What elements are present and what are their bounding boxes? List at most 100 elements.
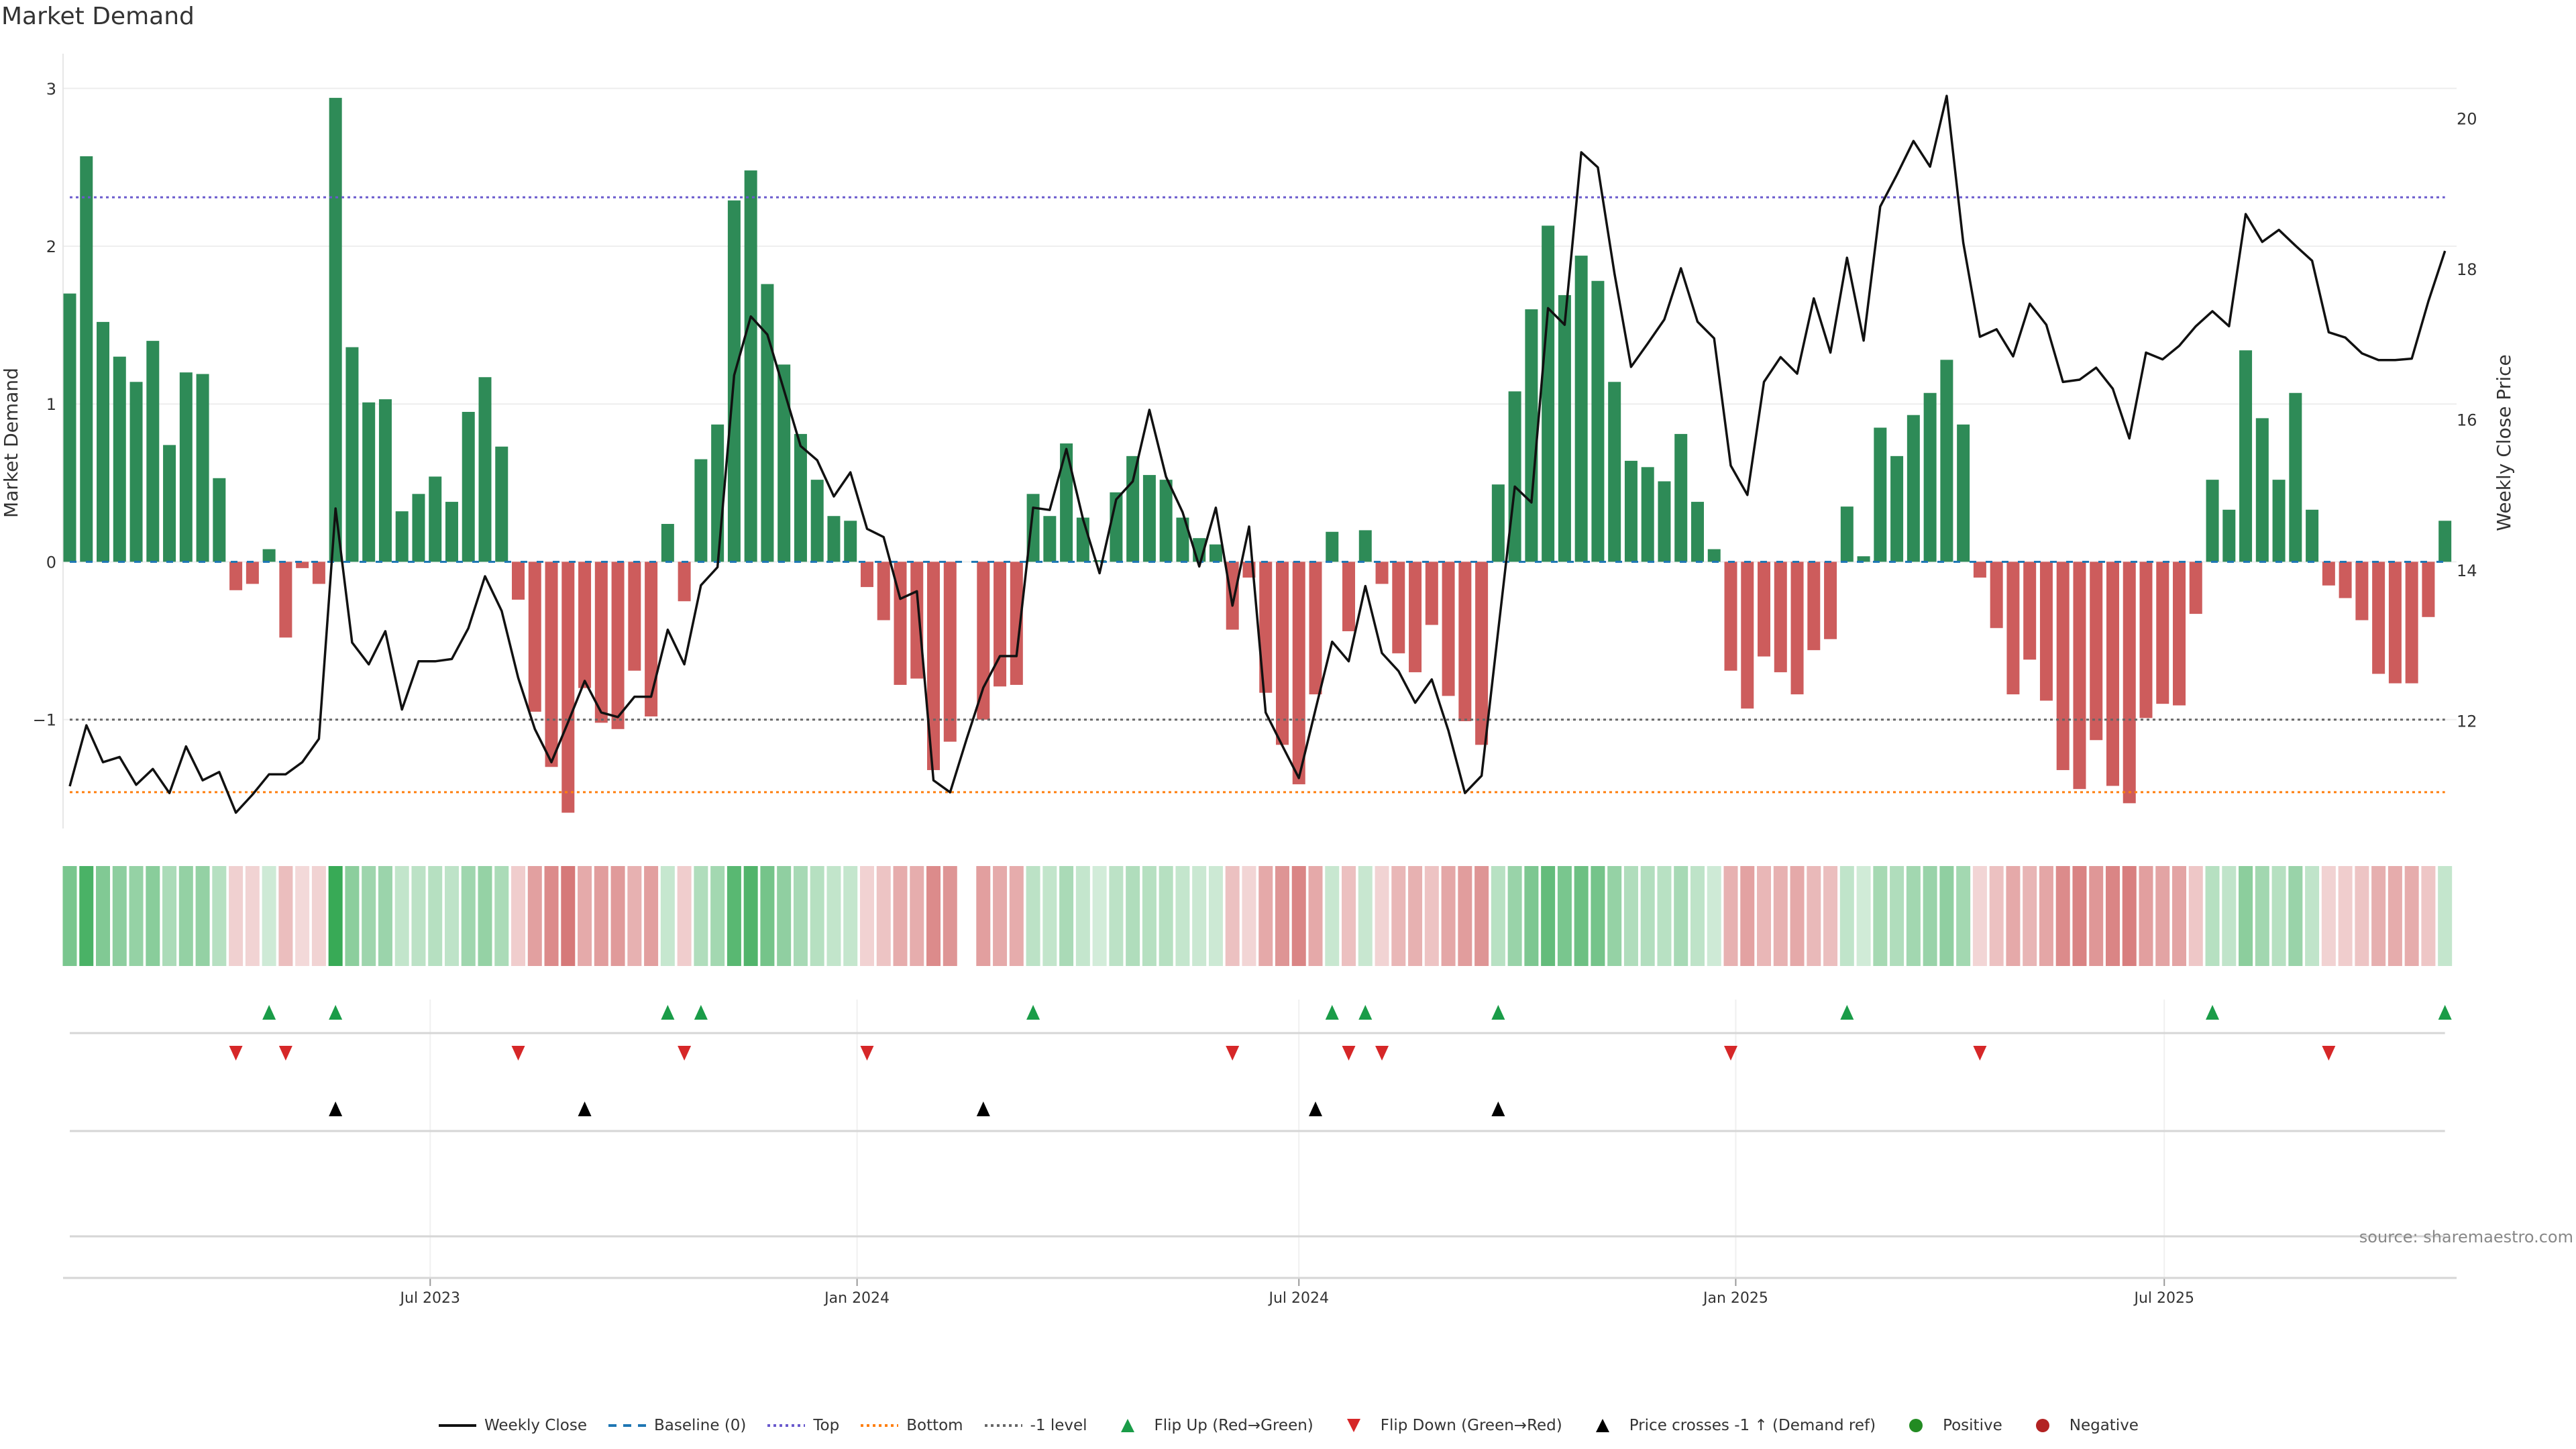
- demand-bar-positive: [1707, 549, 1721, 562]
- heat-strip-cell: [1208, 866, 1223, 966]
- legend-flip-up-icon: [1120, 1419, 1134, 1432]
- flip-down-marker: [860, 1046, 874, 1061]
- legend-item-price-cross[interactable]: Price crosses -1 ↑ (Demand ref): [1582, 1417, 1876, 1434]
- demand-bar-positive: [462, 411, 475, 562]
- demand-bar-positive: [2438, 521, 2452, 562]
- heat-strip-cell: [1441, 866, 1456, 966]
- demand-bar-positive: [213, 478, 226, 562]
- heat-strip-cell: [1042, 866, 1057, 966]
- flip-down-marker: [229, 1046, 243, 1061]
- demand-bar-positive: [329, 97, 342, 562]
- flip-up-marker: [1026, 1005, 1040, 1020]
- demand-bar-positive: [345, 347, 359, 562]
- heat-strip-cell: [2055, 866, 2070, 966]
- legend-label: Bottom: [906, 1417, 963, 1434]
- demand-bar-negative: [1458, 561, 1472, 722]
- heat-strip-cell: [1923, 866, 1937, 966]
- y-axis-label: Market Demand: [0, 368, 22, 518]
- heat-strip-cell: [1092, 866, 1107, 966]
- heat-strip-cell: [1009, 866, 1024, 966]
- heat-strip-cell: [2089, 866, 2104, 966]
- heat-strip-cell: [162, 866, 177, 966]
- heat-strip-cell: [1358, 866, 1373, 966]
- heat-strip-cell: [444, 866, 459, 966]
- demand-bar-negative: [2388, 561, 2402, 684]
- heat-strip-cell: [1175, 866, 1190, 966]
- demand-bar-negative: [860, 561, 873, 588]
- legend-item-top[interactable]: Top: [766, 1417, 839, 1434]
- heat-strip-cell: [1524, 866, 1539, 966]
- demand-bar-negative: [2405, 561, 2418, 684]
- demand-bar-positive: [1326, 531, 1339, 562]
- demand-bar-negative: [943, 561, 957, 742]
- heat-strip-cell: [1109, 866, 1124, 966]
- legend-positive-icon: [1909, 1419, 1923, 1432]
- heat-strip-cell: [1075, 866, 1090, 966]
- heat-strip-cell: [1906, 866, 1921, 966]
- heat-strip-cell: [777, 866, 792, 966]
- heat-strip-cell: [2288, 866, 2303, 966]
- legend-item-negative[interactable]: Negative: [2023, 1417, 2139, 1434]
- flip-down-marker: [278, 1046, 292, 1061]
- demand-bar-positive: [445, 502, 458, 562]
- demand-bar-negative: [2090, 561, 2103, 741]
- flip-up-marker: [262, 1005, 276, 1020]
- legend-item-flip-down[interactable]: Flip Down (Green→Red): [1334, 1417, 1562, 1434]
- demand-bar-positive: [827, 516, 841, 562]
- flip-up-marker: [1325, 1005, 1339, 1020]
- heat-strip-cell: [212, 866, 227, 966]
- demand-bar-negative: [2422, 561, 2435, 617]
- demand-bar-negative: [1259, 561, 1273, 693]
- legend-item-line[interactable]: Weekly Close: [437, 1417, 587, 1434]
- heat-strip-cell: [129, 866, 144, 966]
- demand-bar-negative: [2189, 561, 2202, 614]
- heat-strip-cell: [2039, 866, 2053, 966]
- flip-down-marker: [2322, 1046, 2336, 1061]
- heat-strip-cell: [1291, 866, 1306, 966]
- legend: Weekly Close Baseline (0) Top Bottom -1 leve…: [0, 1417, 2576, 1434]
- demand-bar-negative: [977, 561, 990, 720]
- heat-strip-cell: [1574, 866, 1589, 966]
- demand-bar-negative: [1292, 561, 1305, 785]
- demand-bar-negative: [894, 561, 907, 685]
- heat-strip-cell: [1890, 866, 1904, 966]
- legend-item-baseline[interactable]: Baseline (0): [607, 1417, 746, 1434]
- y2-tick-label: 12: [2457, 712, 2477, 731]
- demand-bar-positive: [1874, 427, 1887, 562]
- demand-bar-negative: [2372, 561, 2385, 674]
- demand-bar-negative: [611, 561, 625, 729]
- x-tick-label: Jan 2024: [823, 1290, 890, 1307]
- legend-label: -1 level: [1030, 1417, 1087, 1434]
- demand-bar-positive: [1060, 443, 1073, 562]
- demand-bar-negative: [2106, 561, 2119, 786]
- legend-item-positive[interactable]: Positive: [1896, 1417, 2002, 1434]
- heat-strip-cell: [1557, 866, 1572, 966]
- flip-up-marker: [1358, 1005, 1373, 1020]
- heat-strip-cell: [229, 866, 244, 966]
- demand-bar-negative: [1824, 561, 1837, 639]
- demand-bar-positive: [1508, 391, 1521, 562]
- legend-item-minus1[interactable]: -1 level: [983, 1417, 1087, 1434]
- demand-bar-negative: [2139, 561, 2153, 718]
- flip-down-marker: [1226, 1046, 1240, 1061]
- demand-bar-negative: [1724, 561, 1737, 671]
- legend-item-flip-up[interactable]: Flip Up (Red→Green): [1108, 1417, 1313, 1434]
- heat-strip-cell: [1856, 866, 1871, 966]
- demand-bar-positive: [1690, 502, 1704, 562]
- legend-item-bottom[interactable]: Bottom: [859, 1417, 963, 1434]
- flip-up-marker: [2438, 1005, 2452, 1020]
- y-tick-label: −1: [33, 711, 56, 730]
- y-tick-label: 2: [46, 237, 56, 256]
- demand-bar-positive: [80, 156, 93, 562]
- heat-strip-cell: [478, 866, 492, 966]
- y2-tick-label: 20: [2457, 110, 2477, 129]
- heat-strip-cell: [1408, 866, 1423, 966]
- demand-bar-negative: [1758, 561, 1771, 657]
- demand-bar-negative: [512, 561, 525, 600]
- heat-strip-cell: [1623, 866, 1638, 966]
- flip-up-marker: [694, 1005, 708, 1020]
- heat-strip-cell: [1059, 866, 1074, 966]
- heat-strip-cell: [2305, 866, 2320, 966]
- heat-strip-cell: [810, 866, 824, 966]
